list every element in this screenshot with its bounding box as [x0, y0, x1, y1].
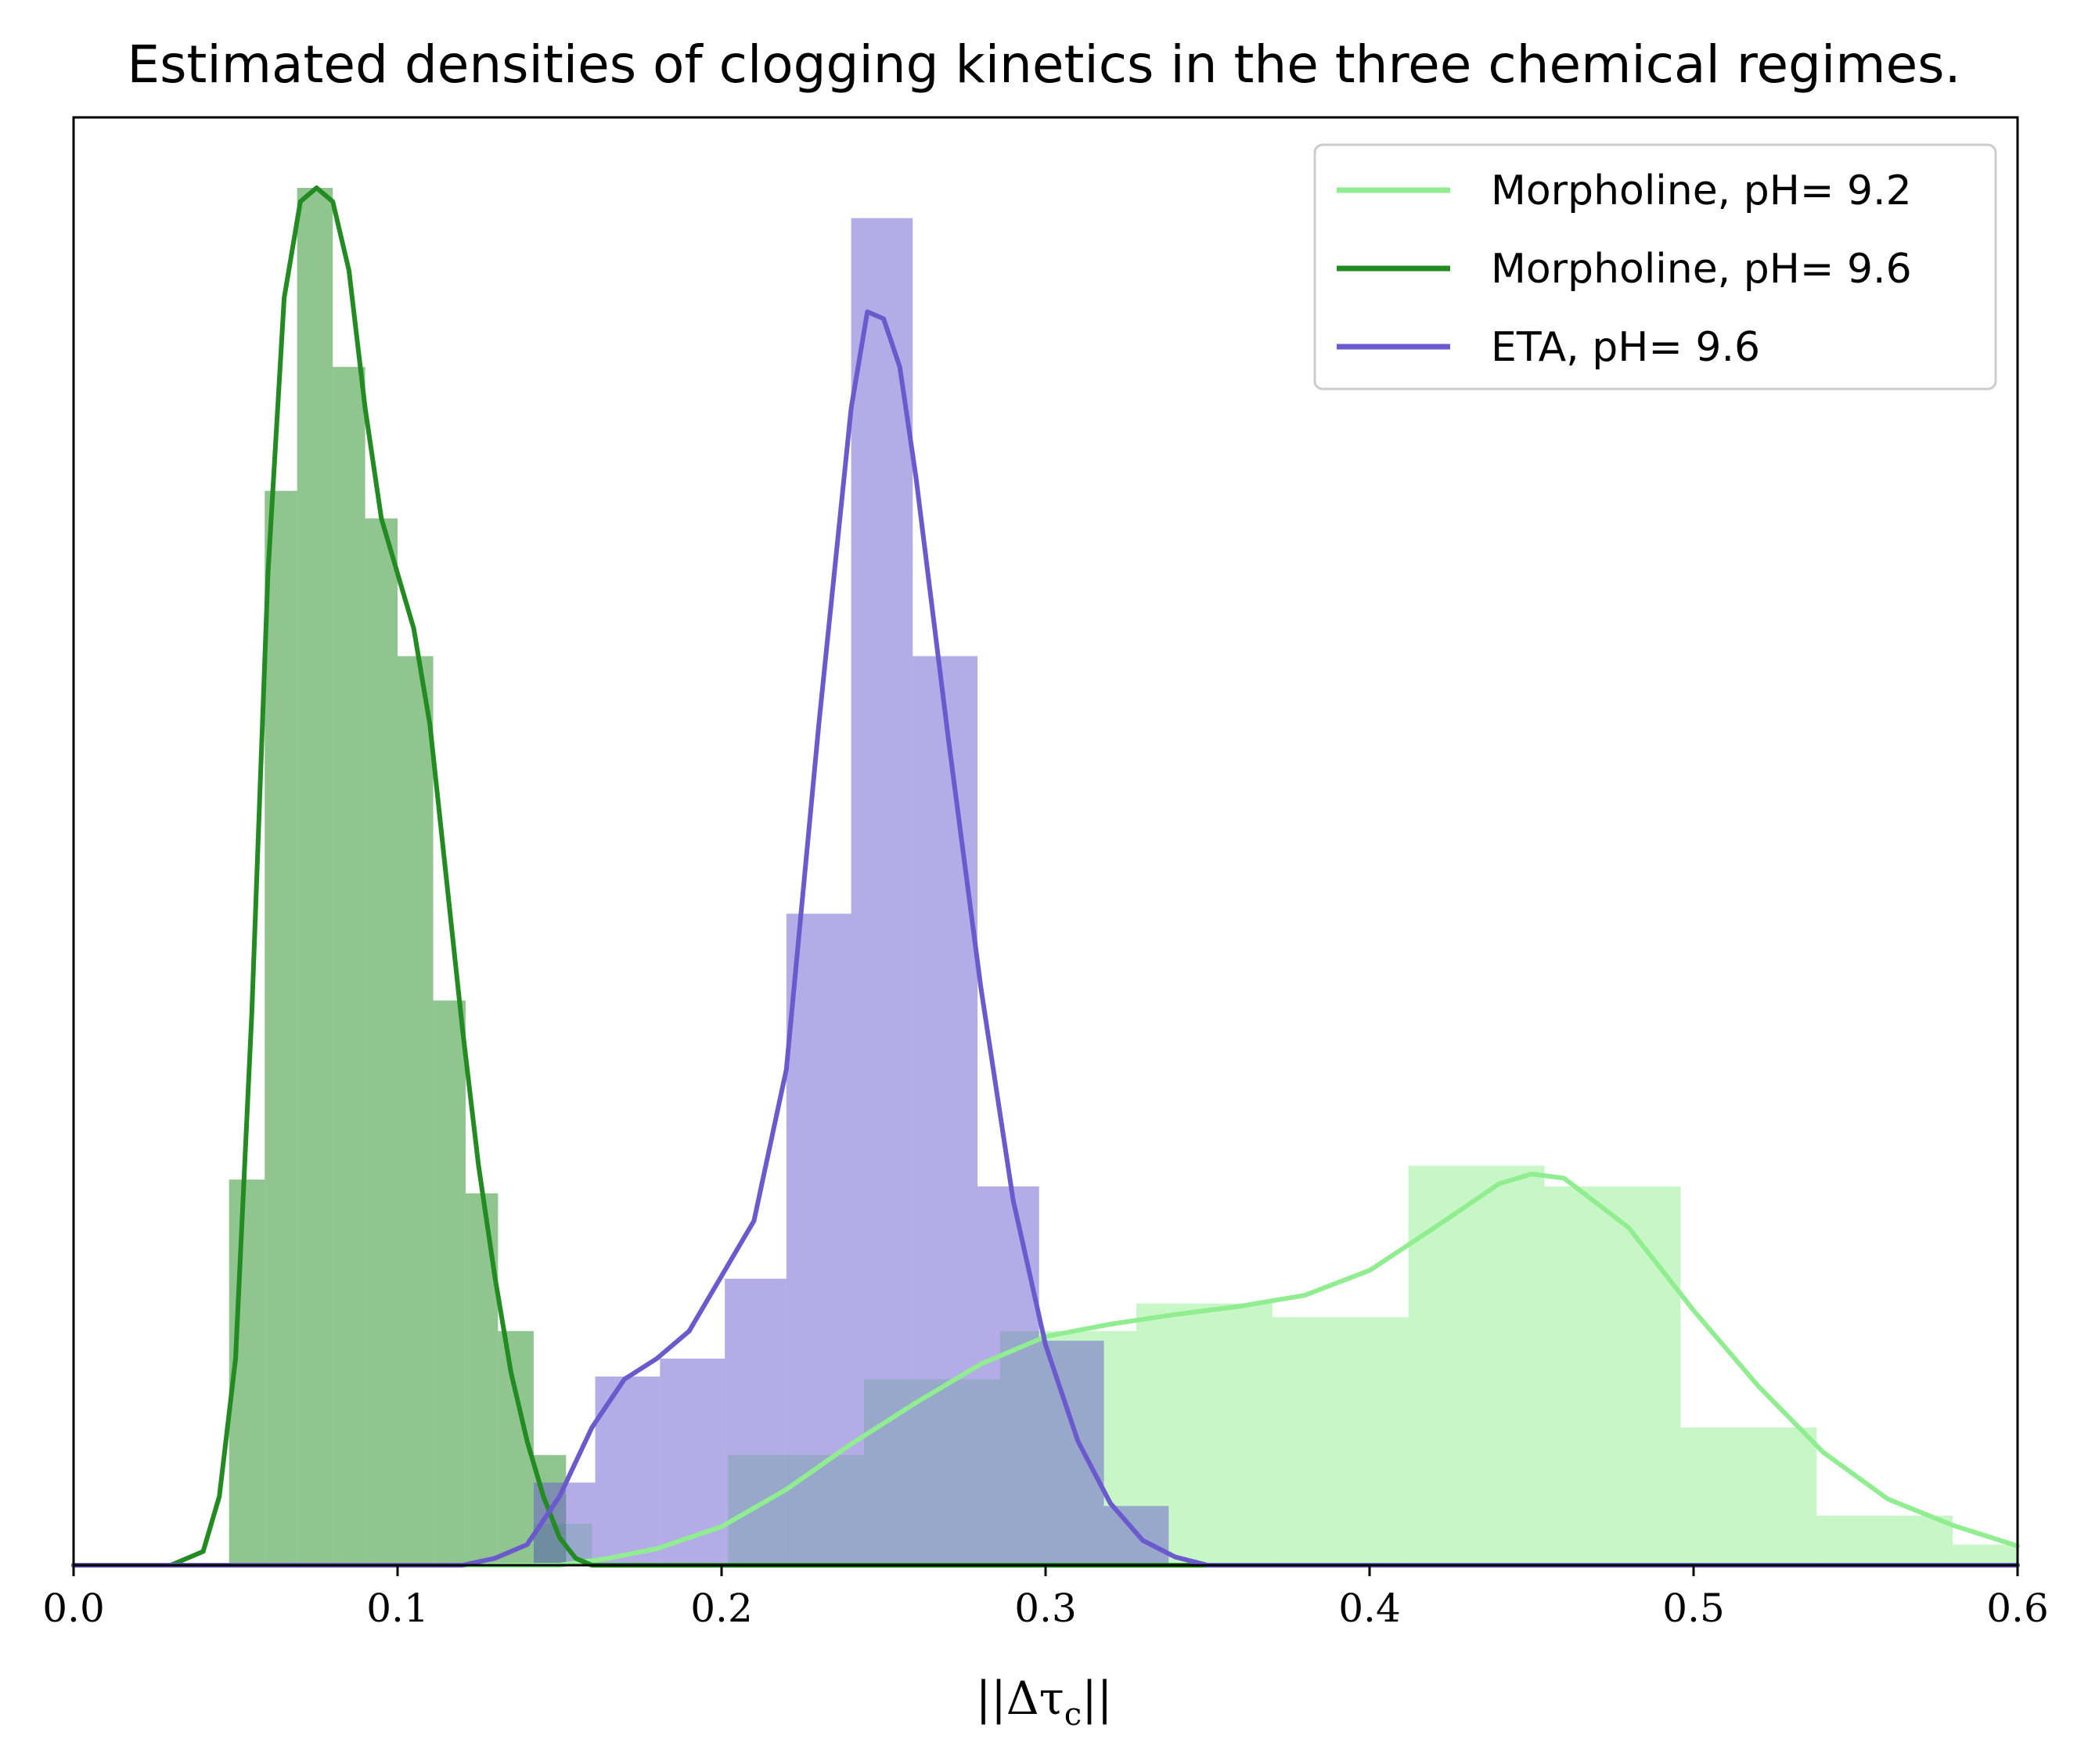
hist-bar-morpholine-ph-9-2-6 [1272, 1317, 1409, 1565]
legend-label-morpholine-ph-9-2: Morpholine, pH= 9.2 [1491, 167, 1912, 214]
x-axis-label-main: ||Δτ [976, 1672, 1064, 1725]
legend-label-eta-ph-9-6: ETA, pH= 9.6 [1491, 324, 1760, 371]
legend: Morpholine, pH= 9.2 Morpholine, pH= 9.6 ET… [1313, 143, 1997, 391]
x-tick-label-2: 0.2 [690, 1586, 753, 1631]
x-tick-label-4: 0.4 [1338, 1586, 1401, 1631]
legend-box [1313, 143, 1997, 391]
hist-bar-morpholine-ph-9-2-11 [1953, 1544, 2018, 1565]
x-axis-label: ||Δτc|| [976, 1672, 1113, 1733]
hist-bar-eta-ph-9-6-7 [977, 1186, 1039, 1565]
hist-bar-eta-ph-9-6-5 [851, 218, 913, 1566]
x-tick-label-6: 0.6 [1986, 1586, 2049, 1631]
legend-label-morpholine-ph-9-6: Morpholine, pH= 9.6 [1491, 246, 1912, 293]
kde-line-eta-ph-9-6 [71, 309, 2020, 1568]
x-axis-label-suffix: || [1082, 1672, 1112, 1725]
hist-bar-morpholine-ph-9-2-9 [1680, 1427, 1817, 1565]
hist-bar-morpholine-ph-9-6-2 [297, 188, 333, 1565]
histogram-bars [229, 188, 2018, 1566]
hist-bar-morpholine-ph-9-2-10 [1816, 1515, 1953, 1565]
x-tick-label-5: 0.5 [1662, 1586, 1725, 1631]
x-tick-label-1: 0.1 [366, 1586, 429, 1631]
hist-bar-morpholine-ph-9-2-7 [1408, 1165, 1545, 1565]
hist-bar-eta-ph-9-6-3 [725, 1278, 787, 1565]
hist-bar-morpholine-ph-9-6-5 [398, 656, 434, 1565]
hist-bar-eta-ph-9-6-8 [1039, 1341, 1104, 1565]
x-axis-label-subscript: c [1064, 1697, 1082, 1733]
kde-lines [71, 185, 2020, 1568]
x-tick-label-0: 0.0 [42, 1586, 105, 1631]
hist-bar-morpholine-ph-9-6-1 [265, 491, 297, 1566]
hist-bar-eta-ph-9-6-4 [786, 913, 851, 1565]
x-tick-label-3: 0.3 [1014, 1586, 1077, 1631]
hist-bar-morpholine-ph-9-6-6 [433, 1000, 466, 1565]
hist-bar-morpholine-ph-9-6-3 [333, 366, 365, 1565]
kde-line-morpholine-ph-9-2 [71, 1172, 2020, 1568]
hist-bar-morpholine-ph-9-6-4 [365, 518, 398, 1565]
x-axis: 0.0 0.1 0.2 0.3 0.4 0.5 0.6 [42, 1565, 2049, 1631]
hist-bar-eta-ph-9-6-6 [913, 656, 978, 1565]
hist-bar-morpholine-ph-9-2-8 [1544, 1186, 1681, 1565]
chart-title: Estimated densities of clogging kinetics… [127, 34, 1960, 95]
